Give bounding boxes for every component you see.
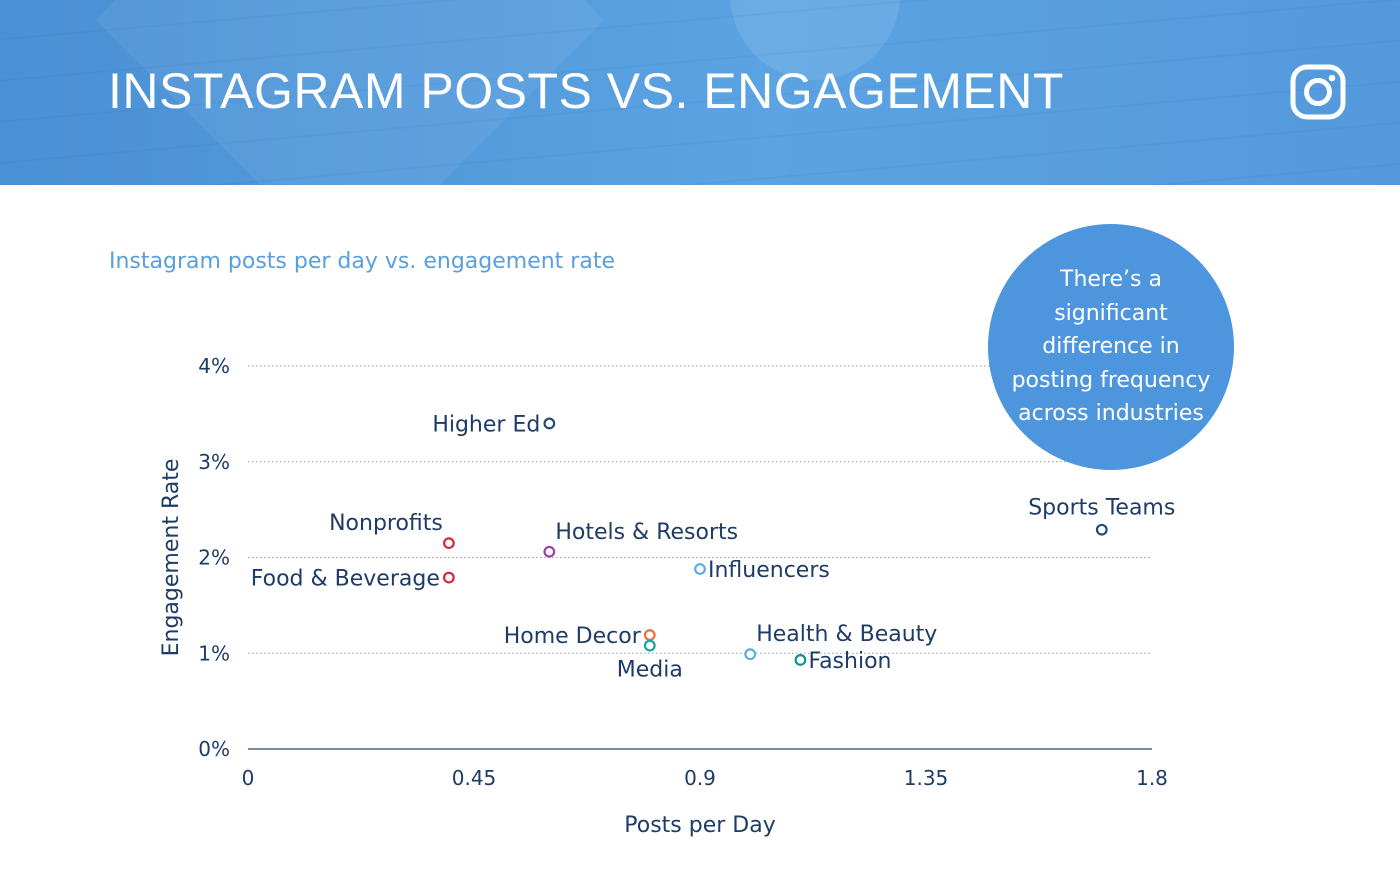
point-label: Higher Ed bbox=[432, 412, 540, 437]
chart-subtitle: Instagram posts per day vs. engagement r… bbox=[109, 249, 615, 274]
callout-bubble: There’s a significant difference in post… bbox=[988, 224, 1234, 470]
page-title: INSTAGRAM POSTS VS. ENGAGEMENT bbox=[108, 63, 1064, 119]
point-label: Media bbox=[617, 658, 683, 683]
data-point bbox=[442, 571, 455, 584]
point-label: Home Decor bbox=[504, 624, 642, 649]
data-point bbox=[794, 654, 807, 666]
y-tick-label: 0% bbox=[198, 737, 230, 761]
y-tick-label: 1% bbox=[198, 641, 230, 665]
y-tick-label: 4% bbox=[198, 354, 230, 378]
point-layer bbox=[442, 417, 1108, 666]
y-tick-label: 3% bbox=[198, 450, 230, 474]
point-label: Food & Beverage bbox=[251, 567, 440, 592]
point-label: Influencers bbox=[708, 558, 830, 583]
x-tick-label: 1.8 bbox=[1136, 766, 1168, 790]
data-point bbox=[442, 537, 455, 550]
point-label: Sports Teams bbox=[1028, 496, 1175, 521]
data-point bbox=[694, 563, 706, 575]
data-point bbox=[543, 417, 556, 430]
data-point bbox=[643, 629, 656, 641]
instagram-icon bbox=[1290, 64, 1346, 120]
x-tick-label: 1.35 bbox=[904, 766, 949, 790]
axis-layer: 0% 1% 2% 3% 4% 0 0.45 0.9 1.35 1.8 Posts per Day En… bbox=[159, 354, 1168, 838]
data-point bbox=[744, 648, 757, 661]
point-label: Health & Beauty bbox=[756, 622, 937, 647]
callout-text: There’s a significant difference in post… bbox=[1011, 267, 1211, 427]
point-label: Hotels & Resorts bbox=[555, 520, 738, 545]
data-point bbox=[543, 545, 556, 558]
y-axis-title: Engagement Rate bbox=[159, 459, 184, 657]
data-point bbox=[643, 639, 656, 652]
x-axis-title: Posts per Day bbox=[624, 813, 775, 838]
x-tick-label: 0.9 bbox=[684, 766, 716, 790]
banner-texture bbox=[0, 0, 1400, 185]
x-tick-label: 0 bbox=[242, 766, 255, 790]
point-label: Fashion bbox=[808, 649, 891, 674]
x-tick-label: 0.45 bbox=[452, 766, 497, 790]
label-layer: Higher Ed Nonprofits Food & Beverage Hotels… bbox=[251, 412, 1176, 682]
data-point bbox=[1095, 523, 1108, 536]
header-banner: INSTAGRAM POSTS VS. ENGAGEMENT bbox=[0, 0, 1400, 185]
y-tick-label: 2% bbox=[198, 546, 230, 570]
point-label: Nonprofits bbox=[329, 511, 443, 536]
